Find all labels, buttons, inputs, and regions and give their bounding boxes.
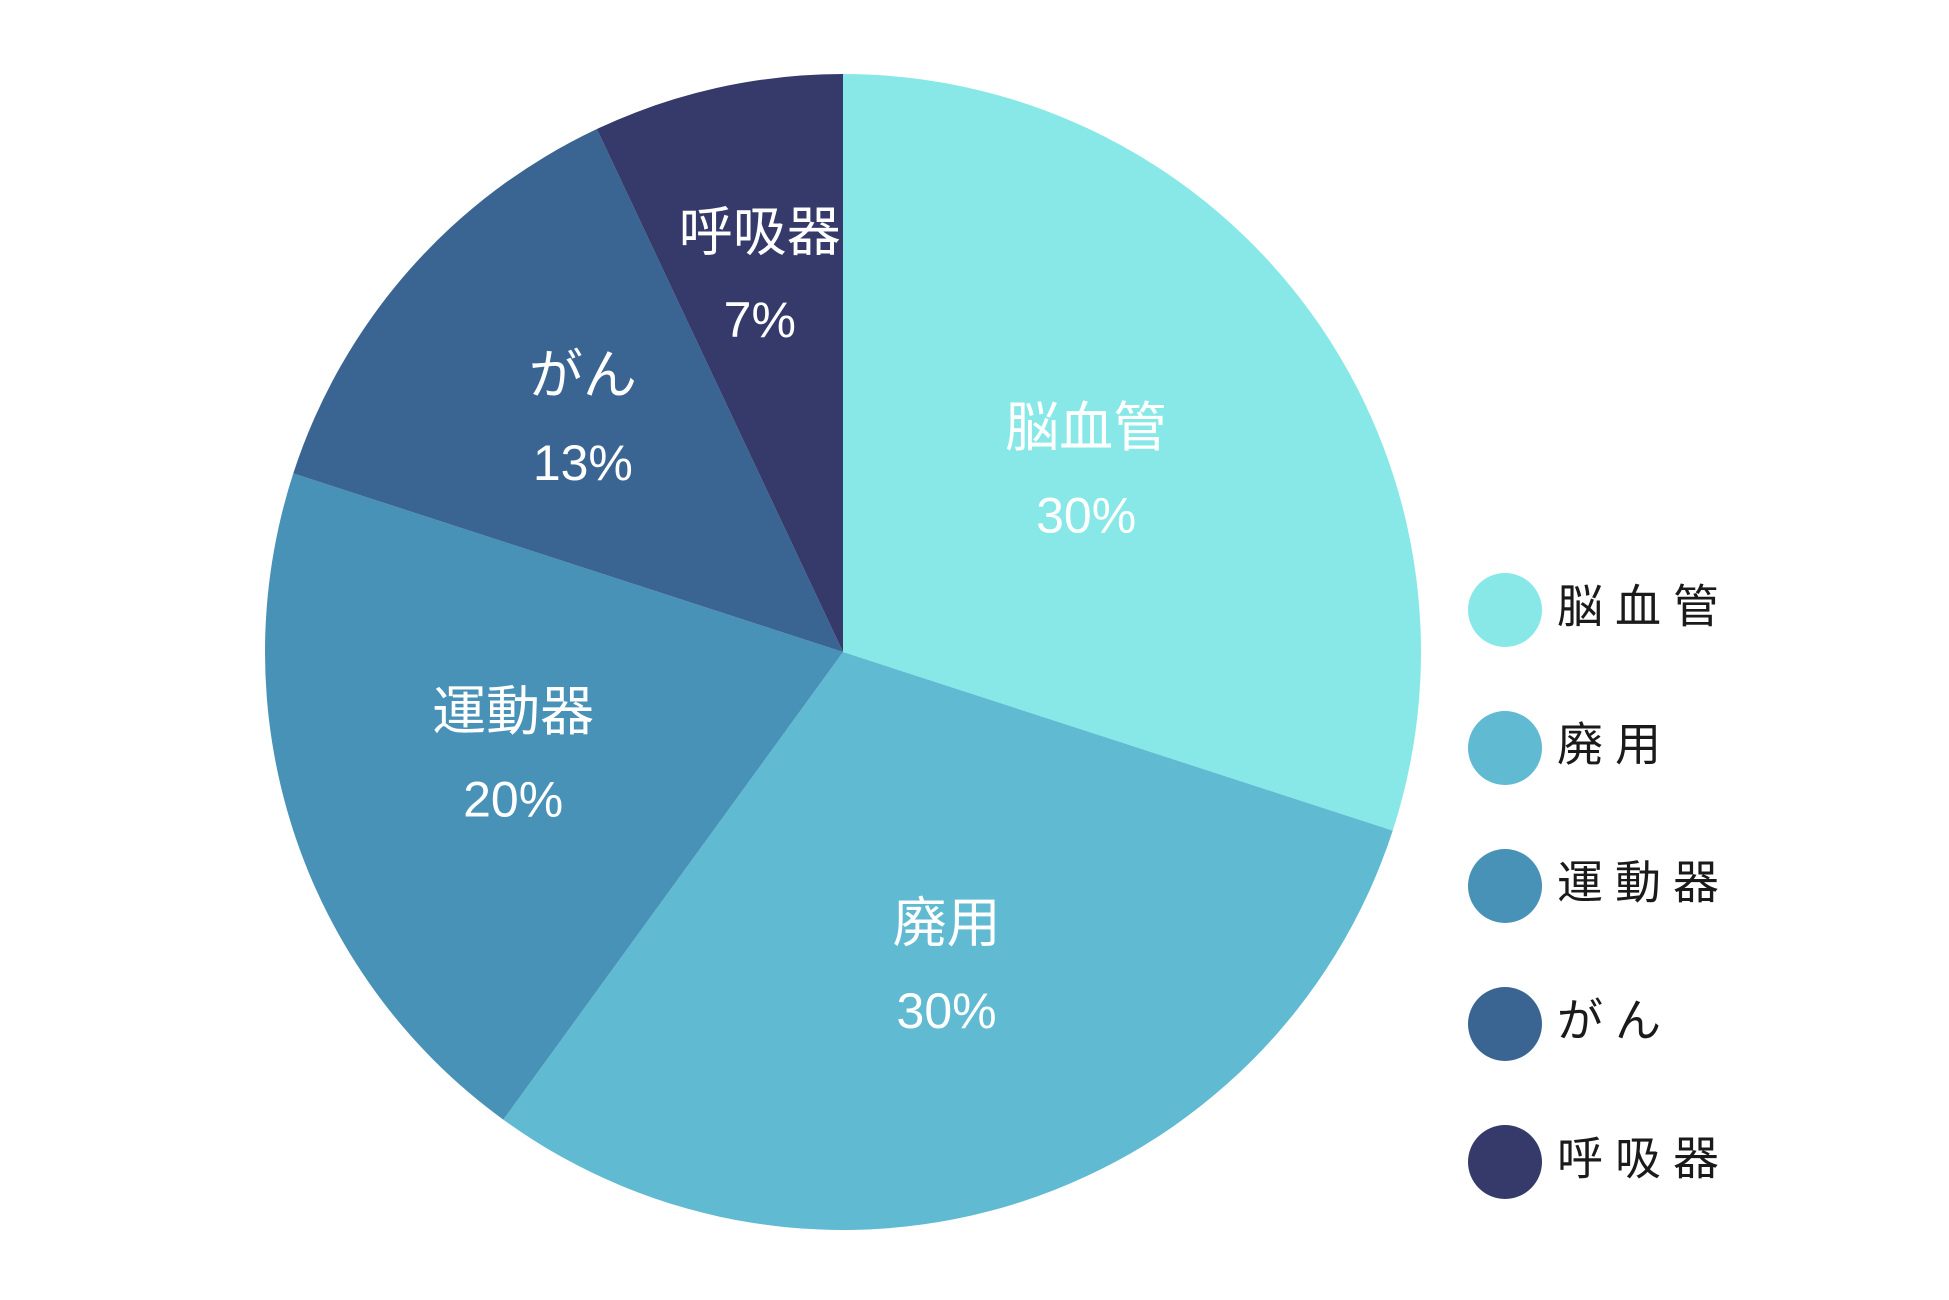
legend-label-4: がん	[1557, 994, 1673, 1048]
legend-swatch-2	[1468, 711, 1542, 785]
slice-label-3: 運動器	[432, 680, 594, 743]
legend-swatch-5	[1468, 1125, 1542, 1199]
legend-label-3: 運動器	[1557, 856, 1731, 910]
legend-swatch-1	[1468, 573, 1542, 647]
slice-value-4: 13%	[533, 435, 633, 491]
legend-swatch-4	[1468, 987, 1542, 1061]
slice-label-4: がん	[529, 343, 637, 406]
pie-slice-1	[843, 74, 1421, 831]
pie-slice-3	[265, 473, 844, 1120]
legend-label-1: 脳血管	[1557, 580, 1731, 634]
slice-value-2: 30%	[897, 983, 997, 1039]
pie-slices	[265, 74, 1421, 1231]
slice-label-1: 脳血管	[1005, 396, 1167, 459]
pie-labels: 脳血管 30% 廃用 30% 運動器 20% がん 13% 呼吸器 7%	[432, 200, 1167, 1039]
legend-label-2: 廃用	[1557, 718, 1673, 772]
slice-value-3: 20%	[463, 771, 563, 827]
legend-label-5: 呼吸器	[1557, 1132, 1731, 1186]
legend-swatch-3	[1468, 849, 1542, 923]
pie-slice-4	[293, 129, 844, 653]
slice-label-2: 廃用	[893, 891, 1001, 954]
slice-label-5: 呼吸器	[679, 200, 841, 263]
pie-slice-2	[503, 652, 1393, 1231]
slice-value-5: 7%	[724, 292, 796, 348]
pie-slice-5	[596, 74, 843, 652]
slice-value-1: 30%	[1036, 488, 1136, 544]
